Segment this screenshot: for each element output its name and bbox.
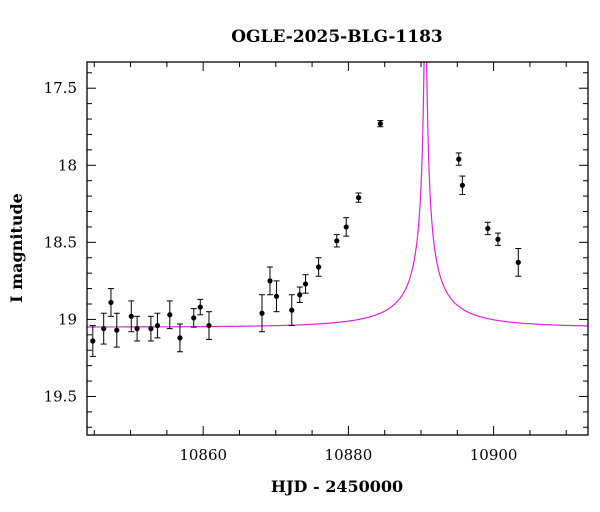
data-point — [315, 257, 322, 277]
data-point — [113, 312, 120, 348]
data-marker — [148, 326, 154, 332]
data-point — [377, 120, 384, 128]
data-marker — [197, 304, 203, 310]
y-tick-label: 18 — [58, 156, 77, 174]
y-tick-label: 17.5 — [44, 79, 77, 97]
data-point — [273, 280, 280, 313]
data-point — [134, 315, 141, 342]
data-marker — [456, 156, 462, 162]
data-point — [166, 300, 173, 330]
data-marker — [177, 335, 183, 341]
x-tick-label: 10880 — [325, 446, 373, 464]
x-axis-label: HJD - 2450000 — [271, 477, 403, 496]
data-marker — [267, 278, 273, 284]
data-marker — [289, 307, 295, 313]
data-point — [455, 152, 462, 166]
data-marker — [191, 315, 197, 321]
chart-title: OGLE-2025-BLG-1183 — [231, 27, 443, 47]
data-marker — [459, 182, 465, 188]
data-marker — [316, 264, 322, 270]
data-point — [296, 286, 303, 303]
data-point — [343, 217, 350, 237]
data-point — [190, 308, 197, 328]
data-marker — [90, 338, 96, 344]
data-point — [515, 248, 522, 277]
data-point — [288, 294, 295, 327]
data-marker — [485, 225, 491, 232]
data-marker — [334, 238, 340, 244]
data-point — [484, 221, 491, 236]
data-point — [147, 315, 154, 342]
data-point — [266, 266, 273, 296]
data-point — [258, 294, 265, 333]
data-marker — [495, 236, 501, 242]
data-marker — [128, 313, 134, 319]
plot-frame — [86, 61, 589, 436]
data-point — [333, 234, 340, 248]
y-axis-label: I magnitude — [7, 193, 26, 303]
data-marker — [355, 195, 362, 201]
data-marker — [377, 121, 383, 127]
y-tick-label: 19 — [58, 310, 77, 328]
model-curve — [87, 62, 588, 328]
data-point — [89, 325, 96, 357]
data-point — [154, 312, 161, 339]
data-point — [205, 311, 212, 340]
data-marker — [515, 259, 521, 265]
data-marker — [134, 326, 140, 332]
data-marker — [101, 326, 107, 332]
x-tick-label: 10900 — [470, 446, 518, 464]
data-point — [197, 298, 204, 316]
data-point — [494, 232, 501, 246]
data-marker — [273, 293, 280, 299]
data-point — [176, 323, 183, 353]
data-marker — [154, 322, 161, 329]
data-marker — [114, 327, 120, 333]
data-point — [459, 175, 466, 196]
data-marker — [297, 292, 303, 298]
data-point — [100, 312, 107, 345]
data-marker — [343, 224, 349, 230]
y-tick-label: 18.5 — [44, 233, 77, 251]
data-point — [355, 192, 362, 203]
data-point — [128, 300, 135, 333]
y-tick-label: 19.5 — [44, 387, 77, 405]
data-point — [107, 288, 114, 317]
data-marker — [167, 312, 173, 318]
data-marker — [206, 322, 212, 329]
data-marker — [259, 310, 265, 316]
x-tick-label: 10860 — [179, 446, 227, 464]
data-marker — [302, 281, 309, 287]
data-point — [302, 274, 309, 294]
plot-area: 10860 10880 10900 17.5 18 18.5 19 19.5 — [44, 62, 588, 464]
data-marker — [108, 299, 114, 306]
